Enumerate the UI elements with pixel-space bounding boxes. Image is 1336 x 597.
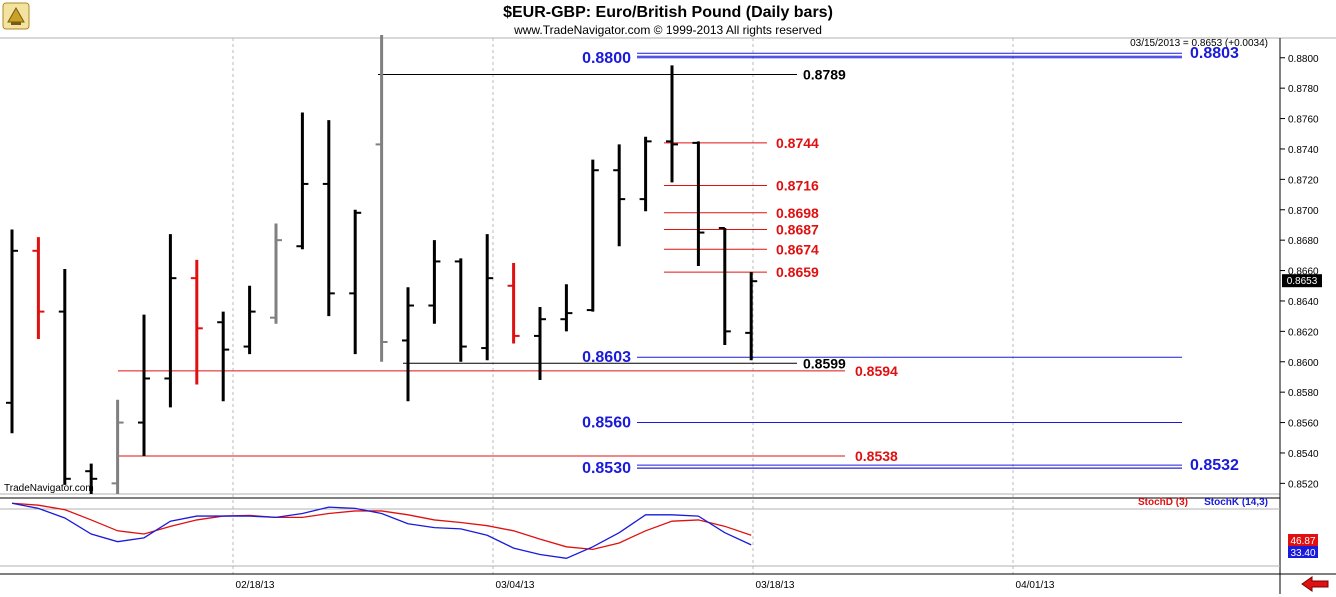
y-tick-label: 0.8760 (1288, 115, 1319, 126)
ohlc-bar (270, 223, 282, 324)
y-tick-label: 0.8660 (1288, 267, 1319, 278)
ohlc-bar (454, 258, 467, 362)
stochd-legend: StochD (3) (1138, 497, 1188, 508)
y-tick-label: 0.8600 (1288, 358, 1319, 369)
ohlc-bar (190, 259, 203, 385)
ohlc-bar (322, 120, 335, 317)
copyright-text: www.TradeNavigator.com © 1999-2013 All r… (513, 23, 822, 37)
level-label: 0.8698 (776, 205, 819, 221)
ohlc-bar (6, 229, 18, 434)
level-label: 0.8716 (776, 177, 819, 193)
level-label: 0.8594 (855, 363, 898, 379)
level-label: 0.8603 (582, 349, 631, 366)
vertical-grid (232, 38, 1014, 574)
ohlc-bar (745, 272, 758, 361)
level-label: 0.8599 (803, 355, 846, 371)
ohlc-bar (507, 262, 520, 344)
stochastic-panel: StochD (3) StochK (14,3) 46.87 33.40 (0, 497, 1336, 575)
watermark-text: TradeNavigator.com (4, 483, 94, 494)
level-label: 0.8744 (776, 135, 819, 151)
ohlc-bar (58, 269, 71, 485)
ohlc-bar (217, 311, 230, 402)
x-tick-label: 04/01/13 (1016, 580, 1055, 591)
ohlc-bar (692, 141, 705, 266)
y-tick-label: 0.8780 (1288, 84, 1319, 95)
y-tick-label: 0.8700 (1288, 206, 1319, 217)
stochd-value: 46.87 (1290, 536, 1315, 547)
y-tick-label: 0.8680 (1288, 236, 1319, 247)
date-axis: 02/18/13 03/04/13 03/18/13 04/01/13 (236, 580, 1055, 591)
stochk-value: 33.40 (1290, 548, 1315, 559)
ohlc-bar (718, 227, 731, 346)
y-tick-label: 0.8540 (1288, 449, 1319, 460)
y-tick-label: 0.8640 (1288, 297, 1319, 308)
level-label: 0.8687 (776, 222, 819, 238)
x-tick-label: 02/18/13 (236, 580, 275, 591)
level-label: 0.8532 (1190, 457, 1239, 474)
current-price-marker: 0.8653 (1282, 274, 1322, 288)
ohlc-bar (32, 237, 45, 339)
y-tick-label: 0.8620 (1288, 327, 1319, 338)
price-axis: 0.8800 0.8780 0.8760 0.8740 0.8720 0.8700 0.86… (1280, 54, 1319, 490)
ohlc-bar (586, 159, 599, 312)
level-label: 0.8530 (582, 460, 631, 477)
trade-navigator-icon[interactable] (2, 2, 30, 30)
ohlc-bar (296, 112, 309, 250)
level-label: 0.8674 (776, 241, 819, 257)
level-label: 0.8789 (803, 66, 846, 82)
ohlc-bar (111, 399, 124, 494)
y-tick-label: 0.8800 (1288, 54, 1319, 65)
back-arrow-icon[interactable] (1300, 576, 1330, 592)
level-label: 0.8800 (582, 50, 631, 67)
ohlc-bar (428, 240, 441, 324)
current-price-label: 0.8653 (1287, 276, 1318, 287)
x-tick-label: 03/18/13 (756, 580, 795, 591)
level-label: 0.8538 (855, 448, 898, 464)
ohlc-bar (481, 234, 494, 361)
ohlc-bar (85, 463, 98, 494)
y-tick-label: 0.8720 (1288, 175, 1319, 186)
stochastic-lines (11, 502, 752, 559)
price-bars (6, 34, 758, 494)
ohlc-bar (349, 209, 362, 355)
price-panel: 0.8800 0.8780 0.8760 0.8740 0.8720 0.8700 0.86… (0, 34, 1336, 594)
level-label: 0.8803 (1190, 45, 1239, 62)
ohlc-bar (560, 284, 573, 332)
y-tick-label: 0.8580 (1288, 388, 1319, 399)
ohlc-bar (164, 234, 177, 408)
last-quote-text: 03/15/2013 = 0.8653 (+0.0034) (1130, 38, 1268, 49)
ohlc-bar (402, 287, 414, 402)
stochk-line (11, 502, 752, 559)
ohlc-bar (613, 144, 626, 247)
ohlc-bar (138, 314, 150, 456)
ohlc-bar (666, 65, 678, 183)
level-label: 0.8659 (776, 264, 819, 280)
level-label: 0.8560 (582, 415, 631, 432)
stochd-line (11, 502, 752, 551)
ohlc-bar (243, 285, 256, 355)
ohlc-bar (534, 307, 546, 380)
x-tick-label: 03/04/13 (496, 580, 535, 591)
chart-title: $EUR-GBP: Euro/British Pound (Daily bars… (503, 4, 833, 21)
price-levels: 0.88030.88000.87890.87440.87160.86980.86… (118, 45, 1239, 477)
ohlc-bar (639, 136, 652, 212)
ohlc-bar (375, 34, 388, 362)
y-tick-label: 0.8740 (1288, 145, 1319, 156)
stochk-legend: StochK (14,3) (1204, 497, 1268, 508)
y-tick-label: 0.8520 (1288, 479, 1319, 490)
y-tick-label: 0.8560 (1288, 419, 1319, 430)
